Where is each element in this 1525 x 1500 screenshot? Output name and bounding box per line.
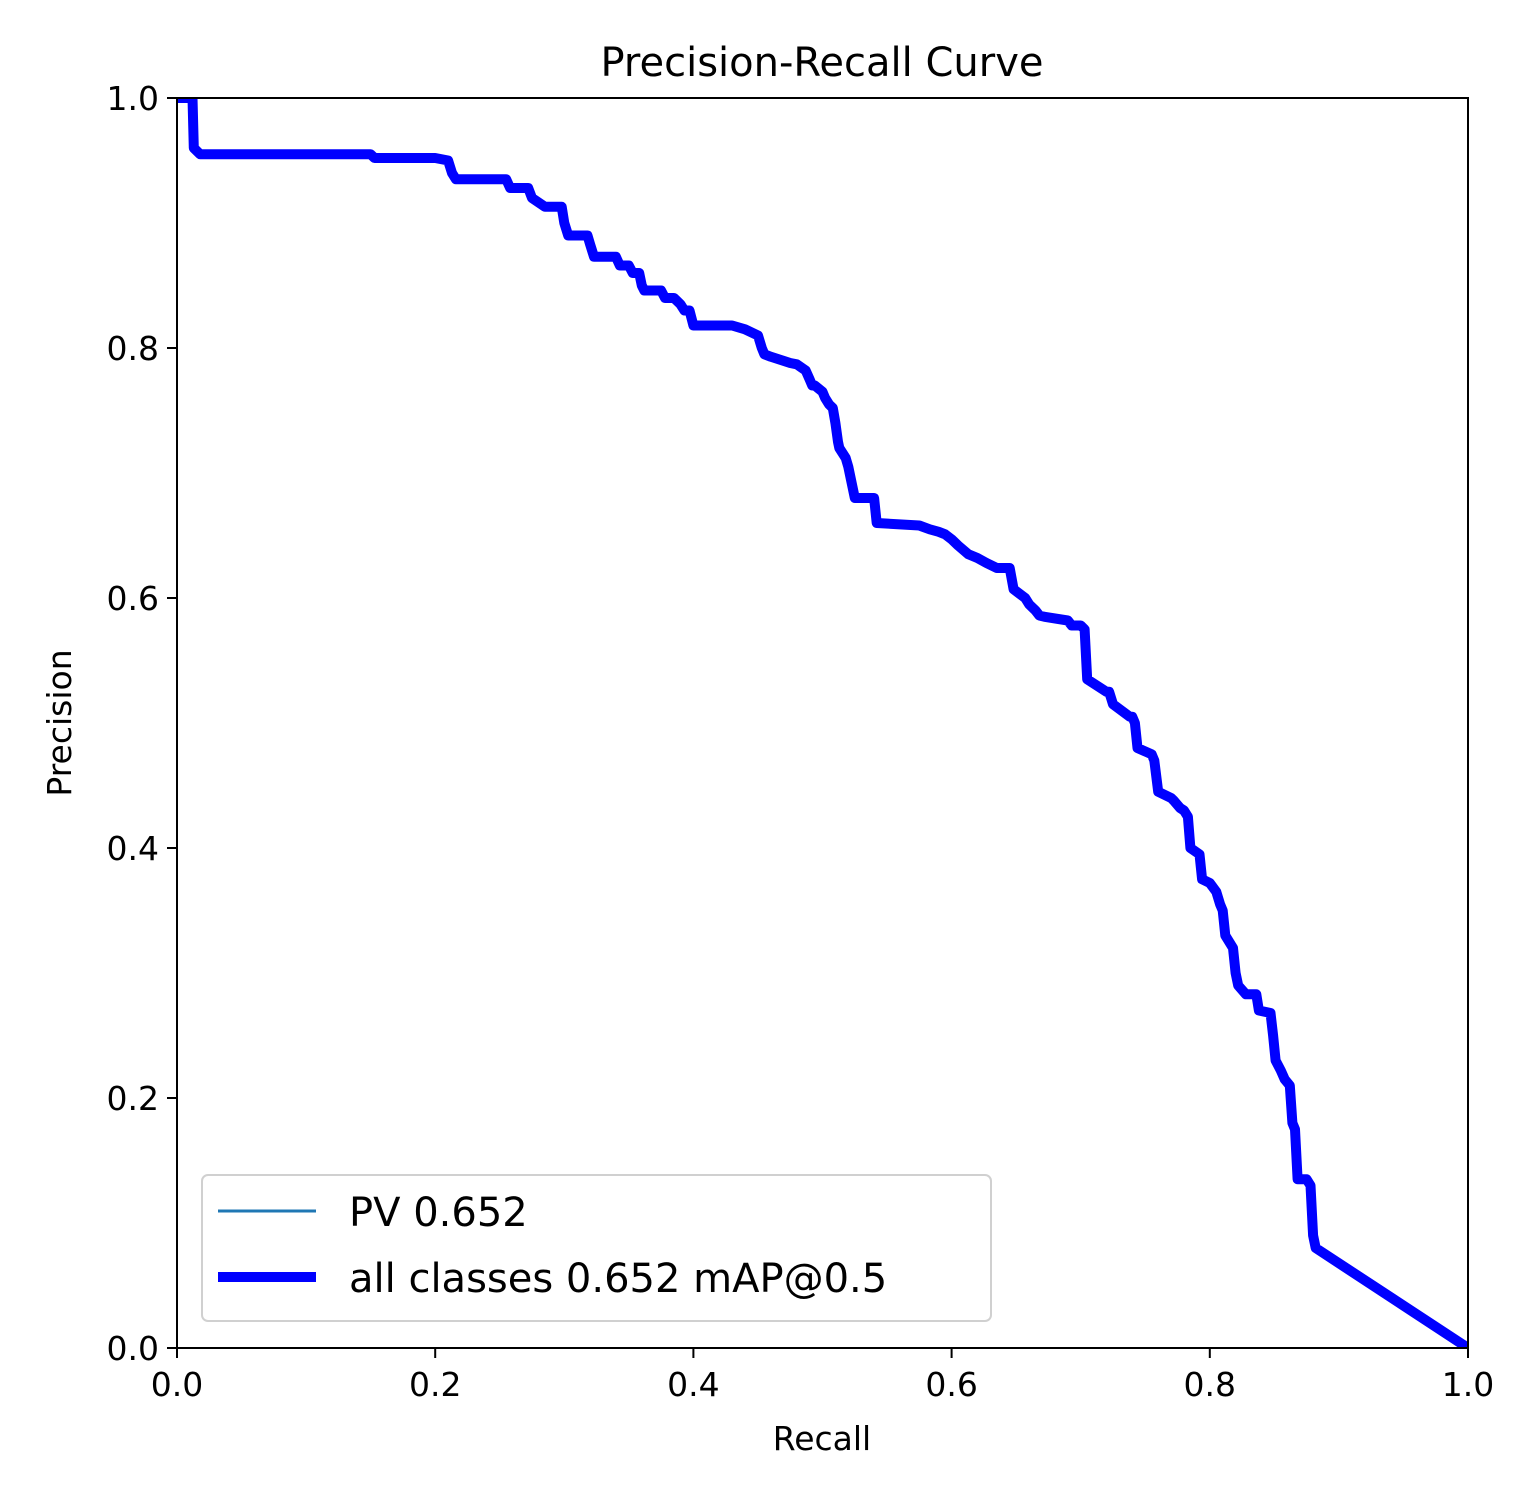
y-tick-label: 0.8 xyxy=(107,329,159,368)
y-tick-label: 0.4 xyxy=(107,829,159,868)
y-tick-label: 0.0 xyxy=(107,1329,159,1368)
x-tick-label: 0.0 xyxy=(151,1365,203,1404)
axes: 0.0 0.2 0.4 0.6 0.8 1.0 0.0 0.2 0.4 0.6 0.8 1.0 xyxy=(107,79,1495,1404)
x-tick-label: 0.6 xyxy=(925,1365,977,1404)
axes-frame xyxy=(176,97,1469,1349)
x-tick-label: 0.4 xyxy=(667,1365,719,1404)
y-tick-label: 0.6 xyxy=(107,579,159,618)
series-line-1 xyxy=(177,98,1468,1348)
x-axis-label: Recall xyxy=(773,1419,871,1458)
chart-title: Precision-Recall Curve xyxy=(601,40,1044,86)
y-tick-label: 1.0 xyxy=(107,79,159,118)
x-tick-label: 1.0 xyxy=(1442,1365,1494,1404)
plot-area xyxy=(177,98,1468,1348)
legend-box xyxy=(201,1174,992,1322)
legend-label-pv: PV 0.652 xyxy=(349,1190,528,1236)
y-tick-label: 0.2 xyxy=(107,1079,159,1118)
x-tick-label: 0.2 xyxy=(409,1365,461,1404)
legend-label-all-classes: all classes 0.652 mAP@0.5 xyxy=(349,1256,887,1302)
legend: PV 0.652 all classes 0.652 mAP@0.5 xyxy=(201,1174,992,1322)
x-tick-label: 0.8 xyxy=(1184,1365,1236,1404)
y-axis-label: Precision xyxy=(40,649,79,796)
